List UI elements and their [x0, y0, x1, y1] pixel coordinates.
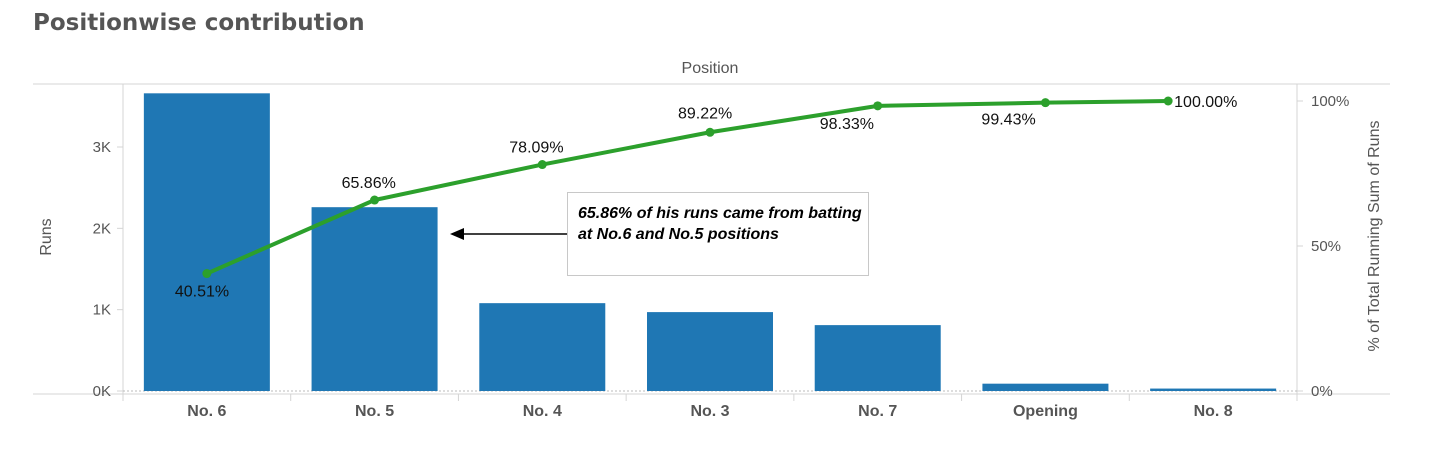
running-sum-series	[202, 96, 1173, 279]
line-point	[537, 160, 547, 170]
y2-axis-title: % of Total Running Sum of Runs	[1366, 121, 1383, 352]
annotation-arrow-head	[450, 228, 464, 240]
y2-tick-label: 50%	[1311, 238, 1341, 255]
x-axis-title: Position	[682, 60, 739, 77]
bar-series	[143, 93, 1277, 391]
y2-tick-label: 100%	[1311, 93, 1349, 110]
chart-title: Positionwise contribution	[33, 10, 365, 36]
line-point	[1163, 96, 1173, 106]
y-tick-label: 3K	[93, 139, 111, 156]
x-tick-label: No. 5	[355, 403, 394, 420]
line-data-label: 99.43%	[981, 112, 1035, 129]
y-axis-title: Runs	[38, 218, 55, 255]
bar	[1150, 388, 1277, 391]
line-data-label: 98.33%	[820, 116, 874, 133]
line-data-label: 89.22%	[678, 105, 732, 122]
chart-frame	[33, 83, 1390, 395]
bar	[479, 303, 606, 391]
x-tick-label: No. 7	[858, 403, 897, 420]
line-data-label: 40.51%	[175, 284, 229, 301]
annotation-text: 65.86% of his runs came from batting at …	[578, 205, 862, 243]
y2-tick-label: 0%	[1311, 383, 1333, 400]
line-point	[705, 127, 715, 137]
bar	[982, 383, 1109, 391]
line-data-label: 65.86%	[342, 175, 396, 192]
bar	[647, 312, 773, 391]
data-labels: 40.51% 65.86% 78.09% 89.22% 98.33% 99.43% 100.…	[175, 94, 1237, 301]
x-tick-label: No. 3	[690, 403, 729, 420]
x-tick-label: No. 8	[1194, 403, 1233, 420]
y-tick-label: 1K	[93, 302, 111, 319]
axes: No. 6 No. 5 No. 4 No. 3 No. 7 Opening No. 8 0K 1…	[38, 60, 1383, 420]
y-tick-label: 0K	[93, 383, 111, 400]
line-point	[370, 195, 380, 205]
y-tick-label: 2K	[93, 220, 111, 237]
x-tick-label: No. 4	[523, 403, 562, 420]
line-point	[873, 101, 883, 111]
line-data-label: 78.09%	[509, 140, 563, 157]
line-point	[1040, 98, 1050, 108]
bar	[143, 93, 270, 391]
line-point	[202, 269, 212, 279]
x-tick-label: No. 6	[187, 403, 226, 420]
annotation-box: 65.86% of his runs came from batting at …	[567, 192, 869, 276]
bar	[311, 207, 438, 391]
line-data-label: 100.00%	[1174, 94, 1237, 111]
bar	[814, 325, 941, 391]
x-tick-label: Opening	[1013, 403, 1078, 420]
